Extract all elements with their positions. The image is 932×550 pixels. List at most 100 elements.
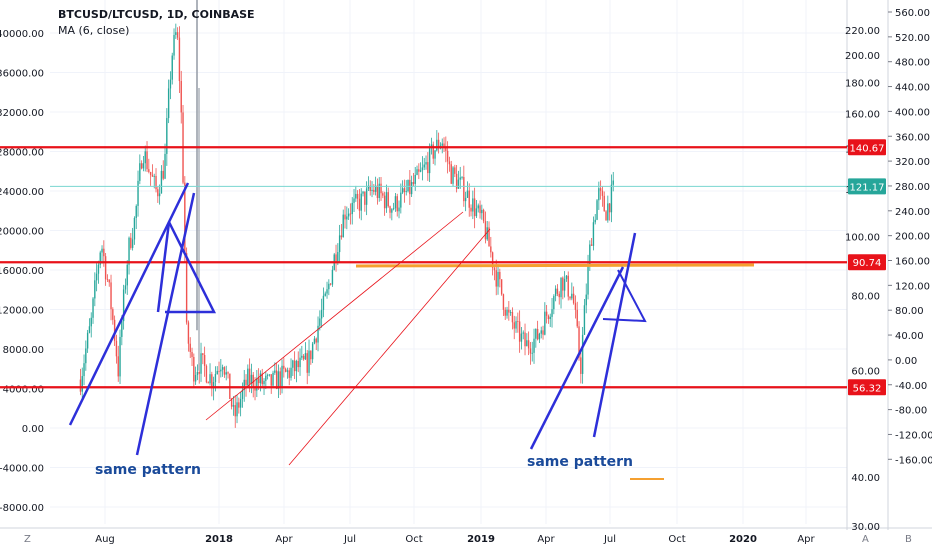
channel-upper-line[interactable] [205, 211, 464, 421]
channel-lower-line[interactable] [288, 228, 491, 466]
auto-scale-button[interactable]: A [862, 534, 869, 545]
candle-body [455, 173, 458, 189]
candle-body [88, 326, 91, 333]
candle-body [299, 357, 301, 368]
candle-body [526, 340, 528, 347]
price-label-text: 56.32 [853, 383, 882, 394]
candle-body [202, 353, 204, 356]
candle-body [243, 379, 245, 390]
candle-body [272, 372, 274, 386]
outer-axis-tick-label: 80.00 [895, 306, 924, 317]
candle-body [331, 269, 334, 285]
candle-body [92, 298, 94, 318]
outer-axis-tick-label: 360.00 [895, 132, 930, 143]
x-axis-tick-label: 2020 [729, 534, 757, 545]
candle-body [418, 169, 420, 172]
candle-body [319, 318, 321, 326]
blue-triangle[interactable] [165, 221, 217, 314]
candle-body [311, 343, 314, 360]
candle-body [547, 315, 550, 320]
candle-body [517, 321, 519, 322]
candle-body [239, 398, 242, 408]
candle-body [448, 161, 451, 165]
x-axis-tick-label: Oct [668, 534, 685, 545]
outer-axis-tick-label: 280.00 [895, 182, 930, 193]
candle-body [509, 312, 512, 313]
outer-axis-tick-label: 560.00 [895, 8, 930, 19]
candle-body [490, 246, 492, 253]
candle-body [275, 370, 278, 389]
ma-indicator-label[interactable]: MA (6, close) [58, 24, 130, 37]
blue-triangle[interactable] [602, 269, 647, 323]
candle-body [137, 180, 139, 206]
candle-body [360, 193, 362, 211]
left-axis-tick-label: 0.00 [22, 424, 44, 435]
candle-body [585, 294, 587, 306]
candle-body [542, 330, 544, 335]
candle-body [545, 311, 548, 316]
blue-channel-line[interactable] [135, 192, 196, 456]
candle-body [567, 275, 569, 297]
outer-axis-tick-label: -40.00 [895, 381, 927, 392]
candle-body [581, 334, 584, 374]
axis-b-button[interactable]: B [905, 534, 912, 545]
x-axis-tick-label: Aug [95, 534, 115, 545]
candle-body [477, 205, 479, 209]
candle-body [245, 379, 247, 386]
blue-triangle-side[interactable] [156, 221, 171, 313]
candle-body [126, 264, 128, 286]
candle-body [491, 252, 494, 268]
candle-body [544, 311, 546, 335]
candle-body [405, 191, 407, 193]
candle-body [382, 193, 384, 196]
candle-body [461, 177, 463, 178]
candle-body [367, 185, 370, 189]
candle-body [524, 332, 526, 347]
candle-body [596, 200, 598, 220]
candle-body [589, 244, 591, 265]
candle-body [598, 188, 600, 201]
candle-body [106, 279, 109, 280]
candle-body [385, 192, 388, 209]
blue-channel-line[interactable] [592, 232, 637, 438]
outer-axis-tick-label: -80.00 [895, 406, 927, 417]
goto-date-button[interactable]: Z [24, 534, 31, 545]
candle-body [310, 350, 312, 360]
candle-body [196, 371, 199, 375]
outer-axis-tick-label: 440.00 [895, 83, 930, 94]
candle-body [191, 352, 193, 357]
candle-body [326, 289, 328, 294]
inner-axis-tick-label: 40.00 [851, 473, 880, 484]
candle-body [419, 170, 422, 172]
price-label-badge [848, 139, 886, 156]
candle-body [452, 167, 454, 184]
candle-body [122, 289, 125, 322]
candle-body [572, 293, 575, 304]
candle-body [216, 370, 218, 375]
candle-body [481, 209, 483, 214]
candle-body [344, 214, 346, 220]
candle-body [279, 371, 281, 387]
candle-body [355, 193, 357, 199]
price-label-text: 90.74 [853, 258, 882, 269]
candle-body [434, 150, 436, 159]
orange-trend-line[interactable] [355, 263, 755, 268]
candle-body [329, 283, 332, 285]
left-axis-tick-label: 40000.00 [0, 29, 44, 40]
candle-body [135, 205, 137, 218]
candle-body [425, 162, 427, 165]
candle-body [472, 198, 474, 212]
candle-body [394, 196, 397, 209]
candle-body [445, 146, 447, 151]
candle-body [515, 321, 517, 329]
outer-axis-tick-label: -120.00 [895, 430, 932, 441]
blue-channel-line[interactable] [529, 266, 625, 450]
candle-body [236, 402, 238, 417]
candle-body [124, 285, 127, 290]
candle-body [256, 378, 258, 391]
candle-body [533, 338, 535, 353]
candle-body [463, 177, 465, 202]
symbol-title[interactable]: BTCUSD/LTCUSD, 1D, COINBASE [58, 8, 255, 21]
candle-body [79, 379, 82, 392]
